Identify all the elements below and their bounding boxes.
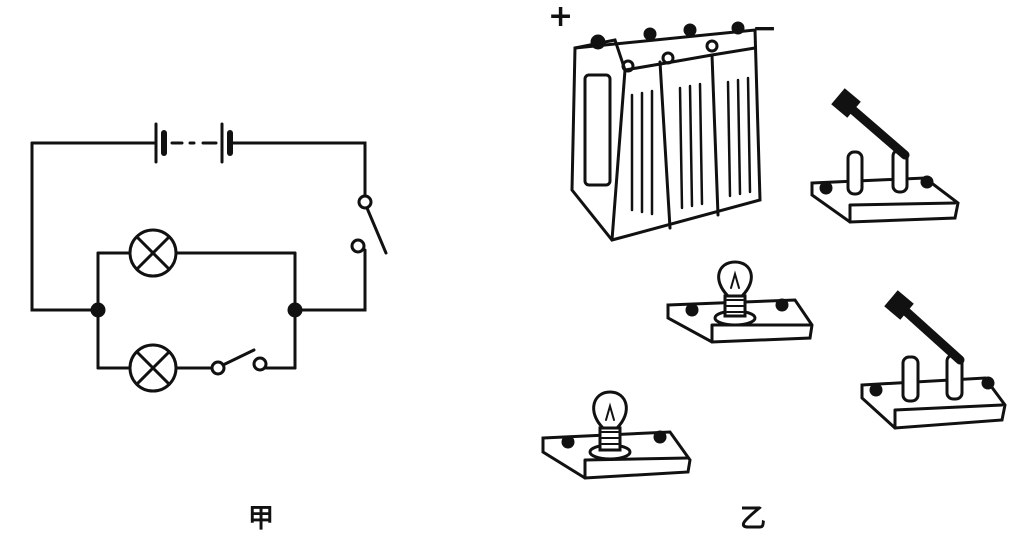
wire-right-to-switch: [293, 248, 367, 312]
circuit-schematic: [30, 122, 388, 393]
battery-positive-sign: +: [548, 0, 574, 34]
lamp-on-base-1: [666, 260, 814, 344]
junction-left: [90, 302, 106, 318]
lamp-on-base-2: [541, 390, 692, 480]
component-picture: [541, 21, 1007, 480]
wire-top-right: [230, 141, 367, 198]
branch-switch: [210, 348, 268, 376]
knife-switch-1: [810, 88, 960, 224]
junction-right: [287, 302, 303, 318]
battery-pack: [570, 21, 762, 242]
lamp-2: [128, 343, 178, 393]
battery-cells: [148, 122, 233, 164]
main-switch: [350, 194, 388, 255]
lamp-1: [128, 228, 178, 278]
battery-negative-sign: −: [752, 11, 778, 46]
wire-left-vertical: [30, 141, 100, 312]
caption-right: 乙: [740, 504, 767, 534]
knife-switch-2: [860, 290, 1007, 430]
caption-left: 甲: [248, 504, 275, 534]
